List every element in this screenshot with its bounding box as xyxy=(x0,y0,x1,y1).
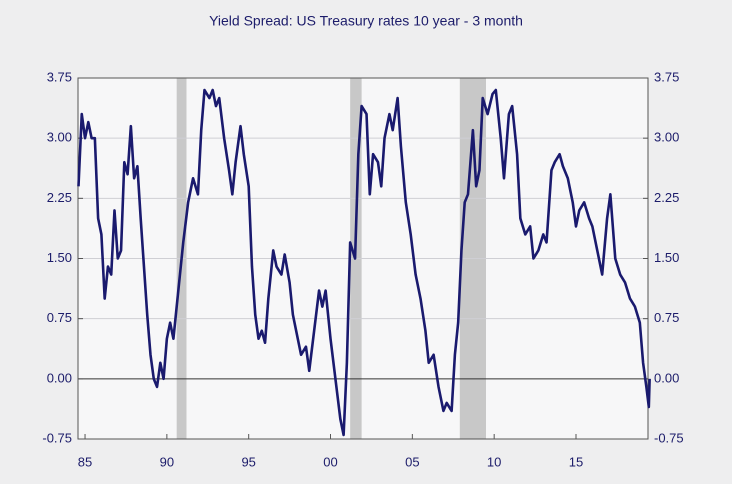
x-tick-label: 95 xyxy=(241,454,255,469)
y2-tick-label: 0.75 xyxy=(654,310,679,325)
x-tick-label: 90 xyxy=(160,454,174,469)
plot-frame xyxy=(77,77,649,440)
x-tick-label: 15 xyxy=(569,454,583,469)
x-tick-label: 00 xyxy=(323,454,337,469)
y-tick-label: 0.00 xyxy=(47,370,72,385)
x-tick-label: 85 xyxy=(78,454,92,469)
y-tick-label: 1.50 xyxy=(47,250,72,265)
y-tick-label: -0.75 xyxy=(42,430,72,445)
y-tick-label: 0.75 xyxy=(47,310,72,325)
chart-title: Yield Spread: US Treasury rates 10 year … xyxy=(209,13,523,29)
x-tick-label: 10 xyxy=(487,454,501,469)
series-line xyxy=(77,88,651,437)
y2-tick-label: 1.50 xyxy=(654,250,679,265)
y2-tick-label: -0.75 xyxy=(654,430,684,445)
y2-tick-label: 2.25 xyxy=(654,190,679,205)
y2-tick-label: 3.00 xyxy=(654,130,679,145)
y2-tick-label: 0.00 xyxy=(654,370,679,385)
y-tick-label: 3.75 xyxy=(47,69,72,84)
y-tick-label: 2.25 xyxy=(47,190,72,205)
y2-tick-label: 3.75 xyxy=(654,69,679,84)
y-tick-label: 3.00 xyxy=(47,130,72,145)
x-tick-label: 05 xyxy=(405,454,419,469)
